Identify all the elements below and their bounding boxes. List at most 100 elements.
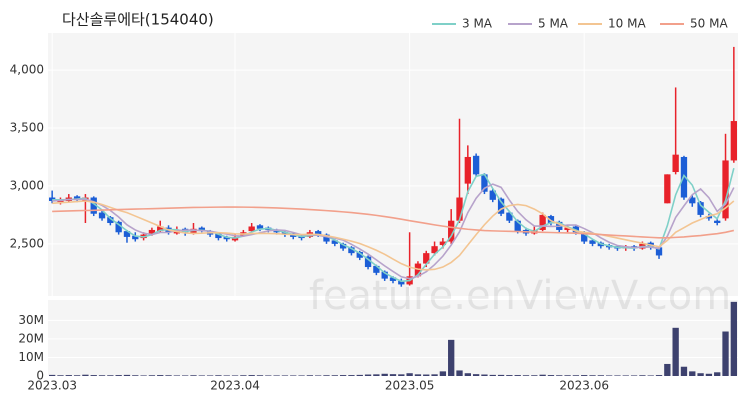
volume-panel — [48, 300, 738, 376]
candle-body — [281, 232, 289, 235]
volume-bar — [730, 301, 738, 376]
candle-body — [664, 174, 671, 204]
legend-label: 5 MA — [538, 17, 569, 31]
volume-bar — [589, 375, 596, 376]
volume-bar — [630, 375, 638, 376]
volume-bar — [190, 375, 197, 376]
candle-body — [98, 212, 106, 219]
x-tick-label: 2023.03 — [27, 379, 77, 393]
candle-body — [581, 232, 588, 242]
candle-body — [414, 263, 422, 277]
candle-body — [273, 231, 280, 233]
candle-body — [423, 253, 430, 264]
volume-bar — [639, 375, 646, 376]
candle-body — [481, 174, 488, 192]
volume-bar — [464, 373, 471, 376]
volume-bar — [173, 375, 181, 376]
y-tick-label: 2,500 — [10, 236, 44, 250]
candle-body — [689, 197, 696, 204]
volume-bar — [231, 375, 239, 376]
y-tick-label: 3,000 — [10, 178, 44, 192]
volume-bar — [364, 374, 372, 376]
volume-bar — [481, 374, 488, 376]
volume-bar — [356, 374, 363, 376]
volume-bar — [331, 375, 338, 376]
x-tick-label: 2023.06 — [559, 379, 609, 393]
x-tick-label: 2023.04 — [210, 379, 260, 393]
candle-body — [315, 231, 322, 235]
candle-body — [132, 235, 139, 240]
candle-body — [589, 240, 596, 244]
volume-bar — [664, 363, 671, 376]
volume-bar — [265, 375, 272, 376]
candle-body — [348, 247, 355, 254]
volume-bar — [614, 375, 621, 376]
y-tick-label: 30M — [18, 313, 44, 327]
volume-bar — [65, 375, 72, 376]
candle-body — [364, 256, 372, 268]
volume-bar — [522, 375, 530, 376]
ma-line — [52, 206, 735, 239]
volume-bar — [605, 375, 613, 376]
y-tick-label: 4,000 — [10, 63, 44, 77]
volume-bar — [215, 375, 222, 376]
volume-bar — [697, 373, 704, 376]
candle-body — [489, 190, 496, 200]
candle-body — [431, 246, 438, 254]
candle-body — [323, 234, 330, 242]
volume-bar — [98, 375, 106, 376]
volume-bar — [373, 374, 380, 376]
legend-label: 10 MA — [608, 17, 646, 31]
candle-body — [497, 198, 505, 214]
candle-body — [514, 220, 521, 232]
candle-body — [381, 271, 388, 279]
volume-bar — [206, 375, 214, 376]
volume-bar — [672, 327, 679, 376]
candle-body — [398, 280, 405, 285]
volume-bar — [107, 375, 114, 376]
volume-bar — [406, 373, 413, 376]
volume-bar — [547, 375, 555, 376]
candle-body — [223, 236, 230, 240]
volume-bar — [431, 374, 438, 376]
ma-line — [52, 200, 735, 271]
candle-body — [697, 202, 704, 215]
volume-bar — [714, 372, 721, 376]
candle-body — [448, 220, 455, 242]
volume-bar — [273, 375, 280, 376]
candle-body — [90, 197, 97, 214]
volume-bar — [389, 374, 397, 376]
candle-body — [456, 197, 463, 221]
volume-bar — [448, 339, 455, 376]
volume-bar — [182, 375, 189, 376]
volume-bar — [348, 375, 355, 376]
volume-bar — [689, 371, 696, 376]
volume-bar — [165, 375, 172, 376]
volume-bar — [315, 375, 322, 376]
volume-bar — [298, 375, 305, 376]
volume-bar — [414, 374, 422, 376]
legend-label: 50 MA — [690, 17, 728, 31]
candle-body — [472, 155, 480, 175]
ma-line — [52, 168, 735, 283]
volume-bar — [381, 373, 388, 376]
volume-bar — [647, 375, 654, 376]
candle-body — [439, 241, 447, 246]
candle-body — [356, 251, 363, 258]
volume-bar — [539, 374, 546, 376]
volume-bar — [82, 374, 89, 376]
volume-bar — [240, 375, 247, 376]
volume-bar — [115, 375, 122, 376]
volume-bar — [90, 375, 97, 376]
candle-body — [506, 212, 513, 221]
volume-bar — [198, 375, 205, 376]
volume-bar — [256, 375, 264, 376]
volume-bar — [223, 375, 230, 376]
candle-body — [655, 247, 663, 256]
volume-bar — [439, 371, 447, 376]
volume-bar — [48, 374, 56, 376]
volume-bar — [572, 375, 580, 376]
volume-bar — [123, 374, 131, 376]
volume-bar — [564, 375, 571, 376]
